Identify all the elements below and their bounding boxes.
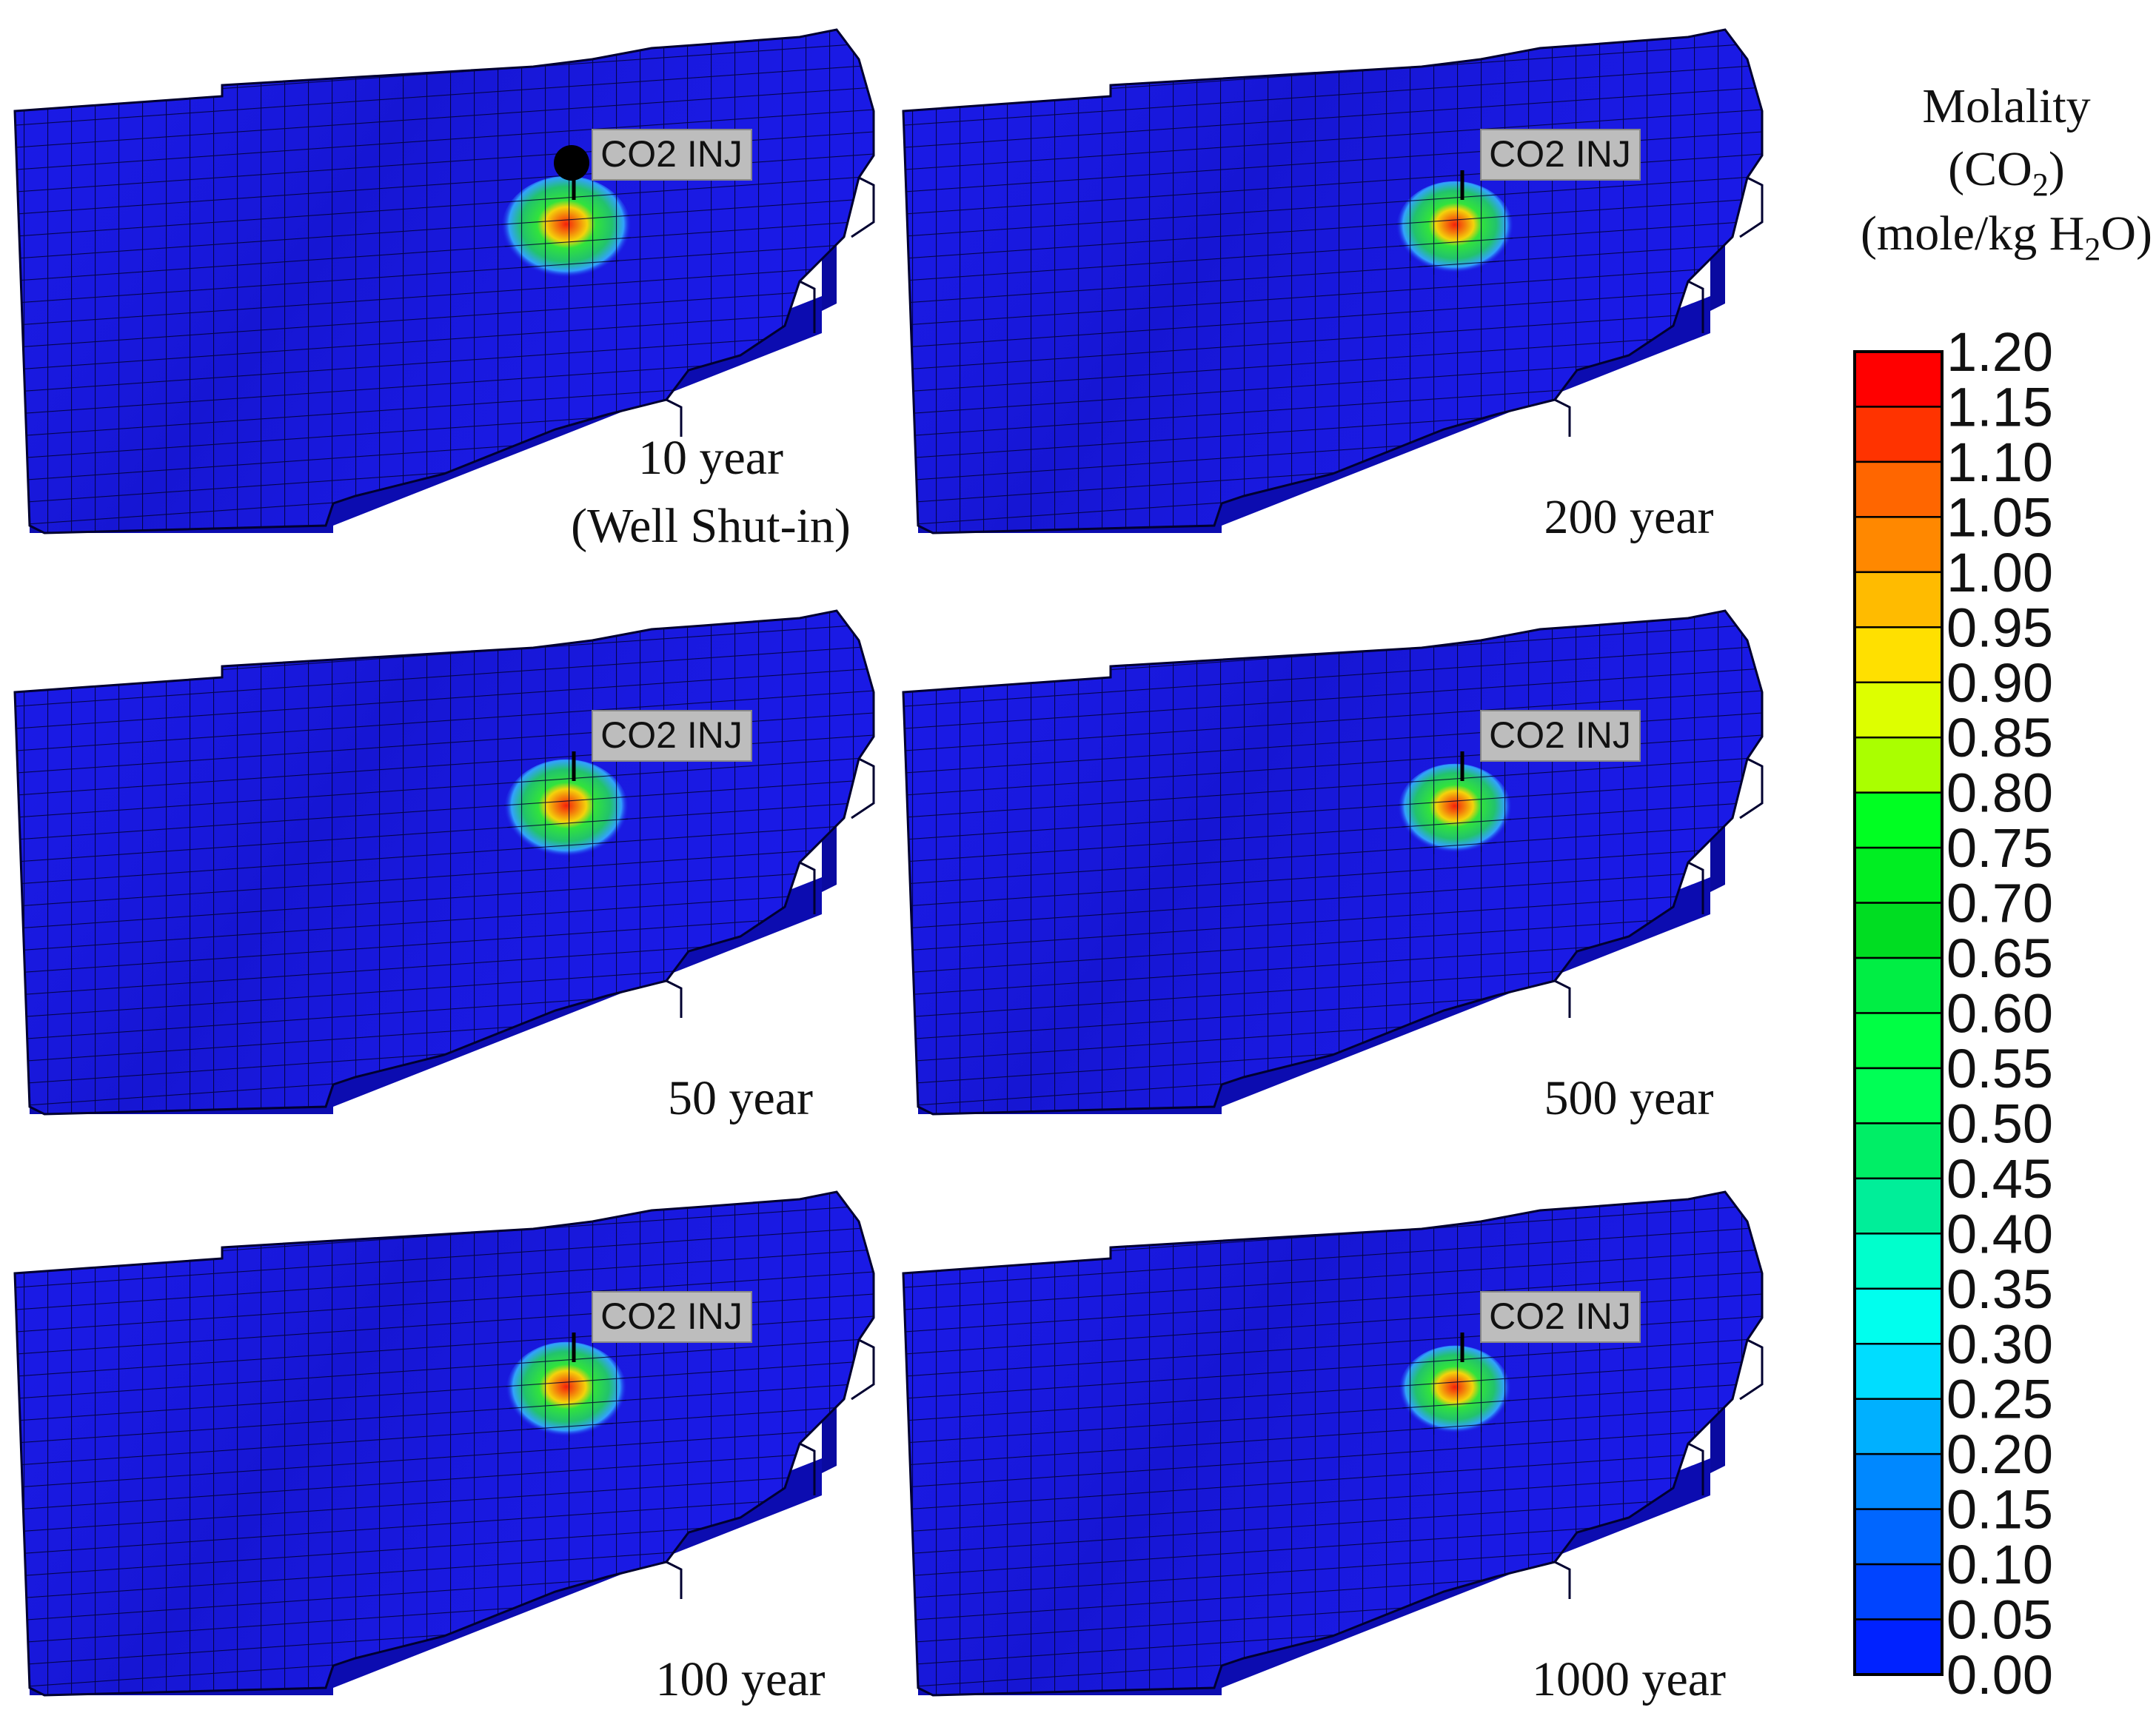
- plume-mesh: [1399, 1345, 1511, 1438]
- colorbar-legend: Molality (CO2) (mole/kg H2O) 1.201.151.1…: [1853, 79, 2152, 1706]
- colorbar-tick-label: 0.45: [1946, 1148, 2053, 1210]
- colorbar-tick-label: 0.80: [1946, 762, 2053, 824]
- plume-mesh: [506, 1341, 627, 1442]
- well-label-box: [592, 710, 752, 762]
- panel-caption-line: 50 year: [668, 1071, 813, 1125]
- reservoir-mesh: [902, 1190, 1764, 1697]
- model-panel-200-year: CO2 INJ 200 year: [902, 28, 1764, 544]
- colorbar-tick-label: 0.95: [1946, 597, 2053, 658]
- colorbar-segment: [1853, 516, 1944, 574]
- colorbar-segment: [1853, 1122, 1944, 1180]
- colorbar-segment: [1853, 460, 1944, 518]
- colorbar-tick-label: 0.25: [1946, 1369, 2053, 1430]
- colorbar-tick-label: 0.85: [1946, 707, 2053, 768]
- colorbar-ticks: 1.201.151.101.051.000.950.900.850.800.75…: [1946, 321, 2053, 1706]
- colorbar-segment: [1853, 956, 1944, 1014]
- well-label: CO2 INJ: [600, 133, 743, 175]
- plume-mesh: [1397, 763, 1513, 858]
- colorbar-segment: [1853, 1233, 1944, 1290]
- colorbar-segment: [1853, 846, 1944, 904]
- legend-title-line2: (CO2): [1948, 142, 2065, 203]
- model-panel-1000-year: CO2 INJ 1000 year: [902, 1190, 1764, 1706]
- colorbar-tick-label: 0.35: [1946, 1258, 2053, 1320]
- well-label: CO2 INJ: [600, 714, 743, 756]
- colorbar-segment: [1853, 1508, 1944, 1566]
- colorbar-segment: [1853, 626, 1944, 684]
- colorbar-tick-label: 0.65: [1946, 928, 2053, 989]
- colorbar-segment: [1853, 1618, 1944, 1676]
- colorbar-segment: [1853, 681, 1944, 739]
- colorbar-segment: [1853, 791, 1944, 849]
- colorbar-tick-label: 0.90: [1946, 652, 2053, 714]
- colorbar-segment: [1853, 1563, 1944, 1620]
- colorbar-tick-label: 1.20: [1946, 321, 2053, 383]
- colorbar-segment: [1853, 406, 1944, 463]
- colorbar-segment: [1853, 350, 1944, 408]
- well-label: CO2 INJ: [600, 1295, 743, 1337]
- colorbar-tick-label: 0.10: [1946, 1534, 2053, 1595]
- plume-mesh: [503, 759, 629, 862]
- panel-caption-line: 100 year: [655, 1652, 825, 1706]
- well-head-marker: [554, 145, 589, 181]
- plume-mesh: [501, 175, 632, 284]
- model-panel-50-year: CO2 INJ 50 year: [13, 609, 875, 1125]
- colorbar-tick-label: 1.15: [1946, 376, 2053, 438]
- colorbar-segment: [1853, 1343, 1944, 1400]
- colorbar-tick-label: 0.70: [1946, 873, 2053, 934]
- colorbar-segment: [1853, 736, 1944, 794]
- colorbar-tick-label: 0.15: [1946, 1479, 2053, 1541]
- colorbar-tick-label: 0.00: [1946, 1644, 2053, 1706]
- colorbar-segment: [1853, 1177, 1944, 1235]
- legend-title-line3: (mole/kg H2O): [1861, 207, 2152, 267]
- well-label: CO2 INJ: [1489, 714, 1631, 756]
- colorbar-tick-label: 1.05: [1946, 486, 2053, 548]
- well-label-box: [592, 1291, 752, 1343]
- well-label-box: [1480, 1291, 1641, 1343]
- reservoir-mesh: [902, 28, 1764, 534]
- plume-mesh: [1396, 181, 1514, 278]
- colorbar-tick-label: 0.55: [1946, 1038, 2053, 1099]
- well-label-box: [1480, 129, 1641, 181]
- colorbar-segment: [1853, 1287, 1944, 1345]
- colorbar-segment: [1853, 1012, 1944, 1070]
- panels: CO2 INJ 10 year (Well Shut-in) CO2 INJ 200 y…: [13, 28, 1764, 1706]
- colorbar-tick-label: 0.05: [1946, 1589, 2053, 1651]
- colorbar-tick-label: 1.10: [1946, 432, 2053, 493]
- colorbar-tick-label: 0.40: [1946, 1203, 2053, 1264]
- model-panel-100-year: CO2 INJ 100 year: [13, 1190, 875, 1706]
- reservoir-mesh: [902, 609, 1764, 1116]
- panel-caption-line: 10 year: [638, 431, 783, 485]
- well-label: CO2 INJ: [1489, 133, 1631, 175]
- colorbar-tick-label: 0.60: [1946, 983, 2053, 1045]
- colorbar-segment: [1853, 1398, 1944, 1455]
- reservoir-mesh: [13, 609, 875, 1116]
- colorbar-segment: [1853, 1067, 1944, 1124]
- reservoir-mesh: [13, 1190, 875, 1697]
- model-panel-10-year: CO2 INJ 10 year (Well Shut-in): [13, 28, 875, 553]
- panel-caption-line: 1000 year: [1532, 1652, 1726, 1706]
- colorbar-frame: [1853, 350, 1944, 1676]
- well-label-box: [592, 129, 752, 181]
- panel-caption-line: 200 year: [1544, 490, 1713, 544]
- colorbar-tick-label: 0.75: [1946, 817, 2053, 879]
- colorbar-segment: [1853, 902, 1944, 959]
- well-label: CO2 INJ: [1489, 1295, 1631, 1337]
- colorbar: [1853, 350, 1944, 1676]
- well-label-box: [1480, 710, 1641, 762]
- colorbar-segment: [1853, 571, 1944, 628]
- colorbar-tick-label: 0.20: [1946, 1424, 2053, 1485]
- panel-caption-line: 500 year: [1544, 1071, 1713, 1125]
- colorbar-tick-label: 1.00: [1946, 542, 2053, 603]
- colorbar-segment: [1853, 1452, 1944, 1510]
- panel-caption-line: (Well Shut-in): [571, 499, 851, 553]
- legend-title-line1: Molality: [1922, 79, 2090, 133]
- colorbar-tick-label: 0.30: [1946, 1313, 2053, 1375]
- model-panel-500-year: CO2 INJ 500 year: [902, 609, 1764, 1125]
- colorbar-tick-label: 0.50: [1946, 1093, 2053, 1154]
